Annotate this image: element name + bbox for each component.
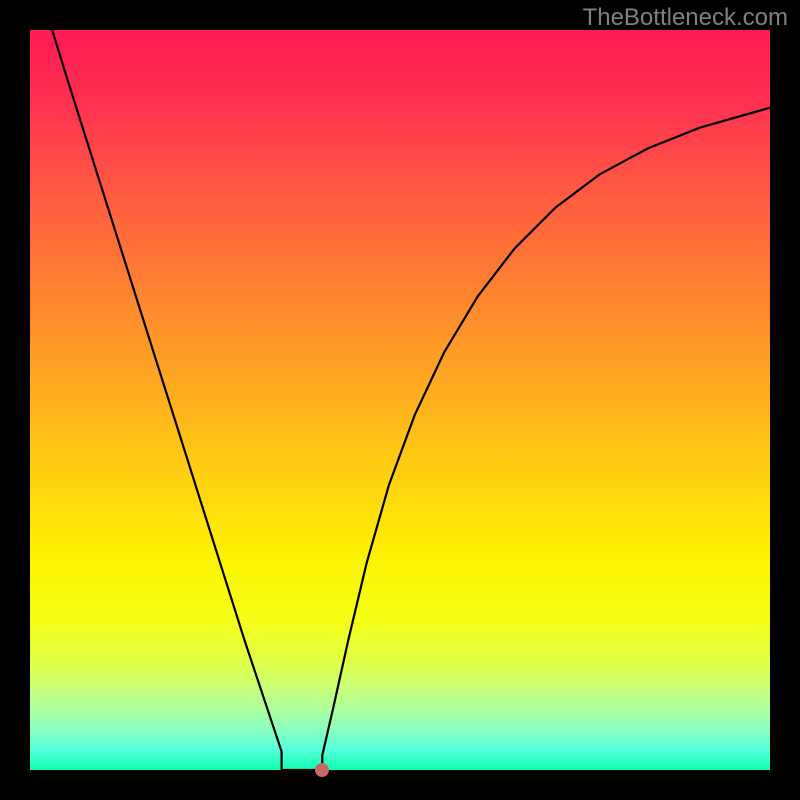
chart-area xyxy=(30,30,770,770)
bottleneck-curve xyxy=(30,30,770,770)
watermark-text: TheBottleneck.com xyxy=(583,4,788,32)
minimum-marker xyxy=(315,763,329,777)
